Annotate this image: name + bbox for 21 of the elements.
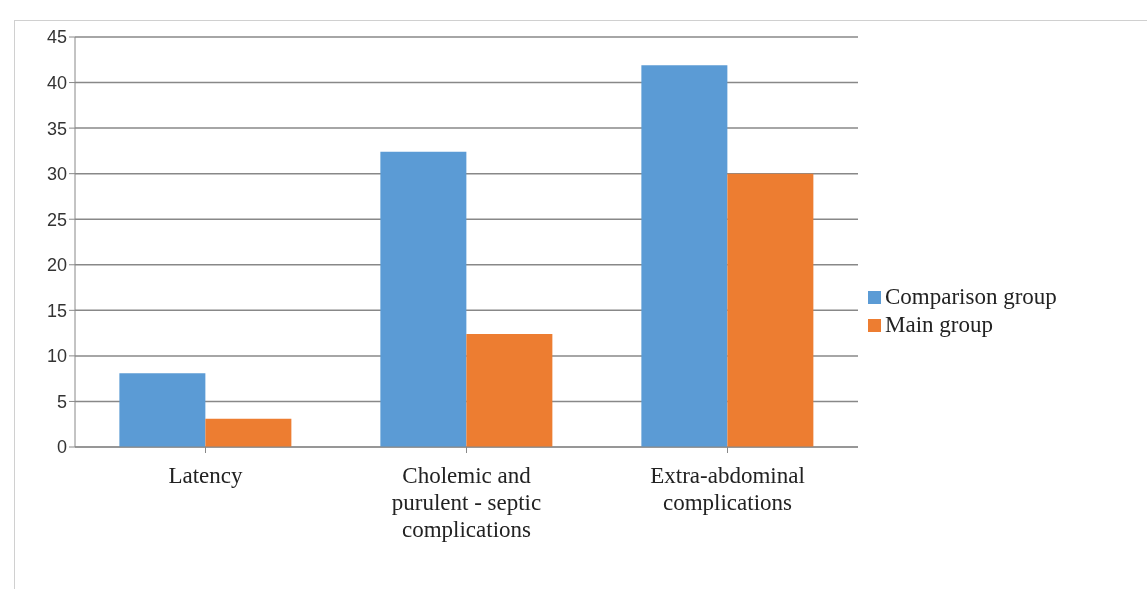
- x-tick-label: Latency: [168, 463, 244, 488]
- y-tick-label: 10: [46, 346, 67, 367]
- bar: [466, 334, 553, 447]
- legend-label: Main group: [885, 312, 993, 338]
- legend-label: Comparison group: [885, 284, 1057, 310]
- y-tick-label: 45: [46, 27, 67, 48]
- y-tick-label: 20: [46, 255, 67, 276]
- y-tick-label: 40: [46, 72, 67, 93]
- x-tick-label: Cholemic and purulent - septic complications: [391, 463, 542, 542]
- y-tick-label: 30: [46, 164, 67, 185]
- y-tick-label: 0: [56, 437, 67, 458]
- y-tick-label: 25: [46, 209, 67, 230]
- bar: [119, 373, 206, 447]
- y-tick-label: 15: [46, 300, 67, 321]
- y-tick-label: 35: [46, 118, 67, 139]
- y-tick-label: 5: [56, 391, 67, 412]
- x-tick-label: Extra-abdominal complications: [650, 463, 805, 515]
- bar: [205, 418, 292, 447]
- bar: [727, 173, 814, 447]
- bar: [380, 151, 467, 447]
- bar: [641, 65, 728, 447]
